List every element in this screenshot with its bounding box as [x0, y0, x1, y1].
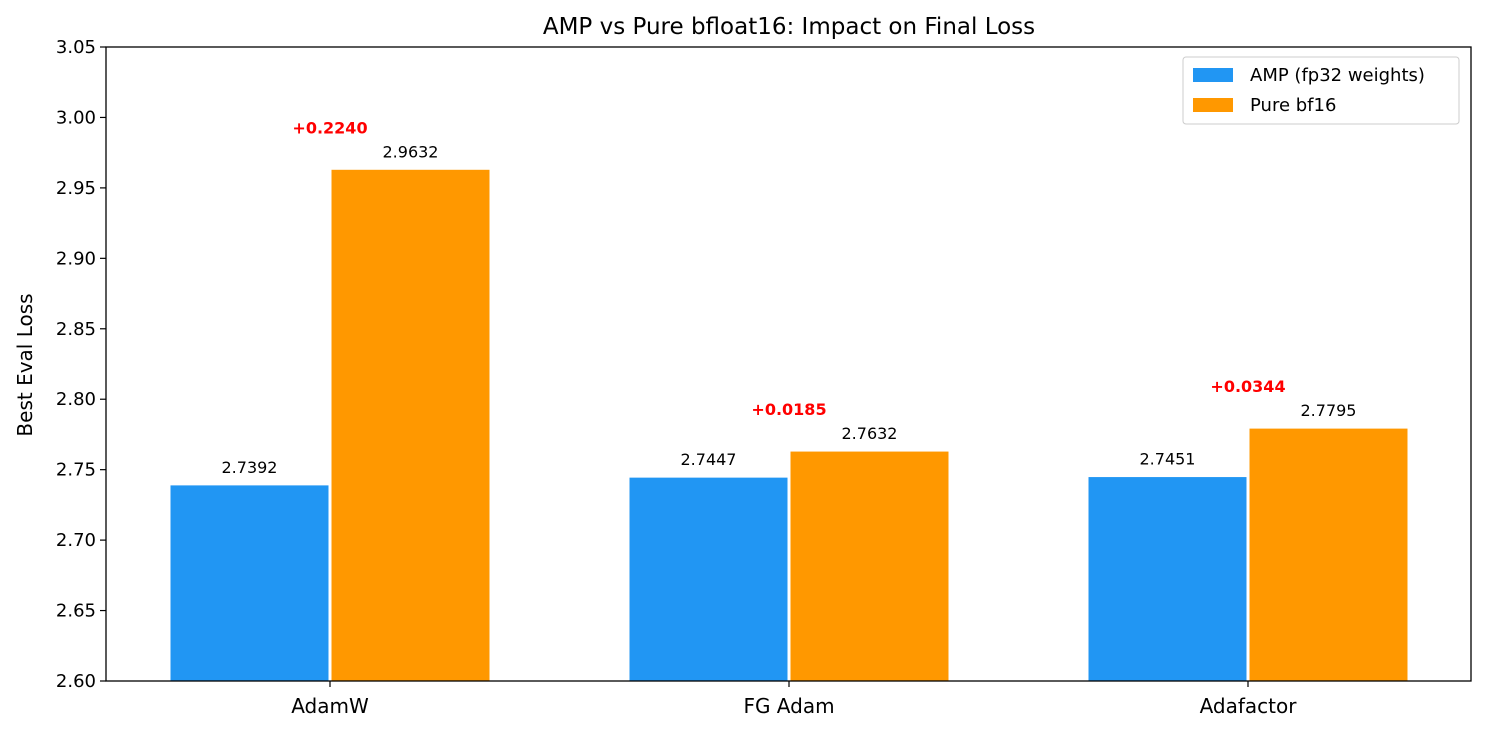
bar-amp — [169, 484, 330, 682]
chart-title: AMP vs Pure bfloat16: Impact on Final Lo… — [543, 14, 1035, 40]
data-label: 2.7795 — [1301, 401, 1357, 420]
x-tick-label: FG Adam — [743, 694, 834, 718]
y-tick-label: 2.60 — [56, 671, 96, 692]
y-tick-label: 2.70 — [56, 530, 96, 551]
plot-frame — [105, 46, 1472, 682]
bar-bf16 — [330, 168, 491, 682]
y-tick-label: 2.75 — [56, 460, 96, 481]
legend-label: Pure bf16 — [1250, 95, 1336, 116]
data-label: 2.9632 — [383, 142, 439, 161]
bar-amp — [1087, 476, 1248, 682]
y-tick-label: 2.90 — [56, 248, 96, 269]
y-tick-label: 2.65 — [56, 601, 96, 622]
difference-label: +0.0185 — [751, 400, 826, 419]
bar-bf16 — [789, 450, 950, 682]
y-tick-label: 3.00 — [56, 107, 96, 128]
legend: AMP (fp32 weights) Pure bf16 — [1182, 56, 1460, 125]
data-label: 2.7447 — [681, 450, 737, 469]
bar-bf16 — [1248, 427, 1409, 682]
difference-label: +0.0344 — [1210, 377, 1285, 396]
data-label: 2.7632 — [842, 424, 898, 443]
legend-box — [1182, 56, 1460, 125]
legend-swatch — [1193, 98, 1233, 112]
x-tick-label: Adafactor — [1200, 694, 1298, 718]
y-axis-label: Best Eval Loss — [13, 293, 37, 436]
data-label: 2.7451 — [1140, 450, 1196, 469]
y-tick-label: 3.05 — [56, 37, 96, 58]
legend-swatch — [1193, 68, 1233, 82]
plot-area: 2.60 2.65 2.70 2.75 2.80 2.85 2.90 2.95 3.00 3.05… — [56, 37, 1472, 718]
data-label: 2.7392 — [222, 458, 278, 477]
x-tick-label: AdamW — [291, 694, 369, 718]
difference-label: +0.2240 — [292, 118, 367, 137]
y-tick-label: 2.85 — [56, 319, 96, 340]
y-tick-label: 2.80 — [56, 389, 96, 410]
y-tick-label: 2.95 — [56, 178, 96, 199]
legend-label: AMP (fp32 weights) — [1250, 65, 1425, 86]
bar-amp — [628, 476, 789, 682]
